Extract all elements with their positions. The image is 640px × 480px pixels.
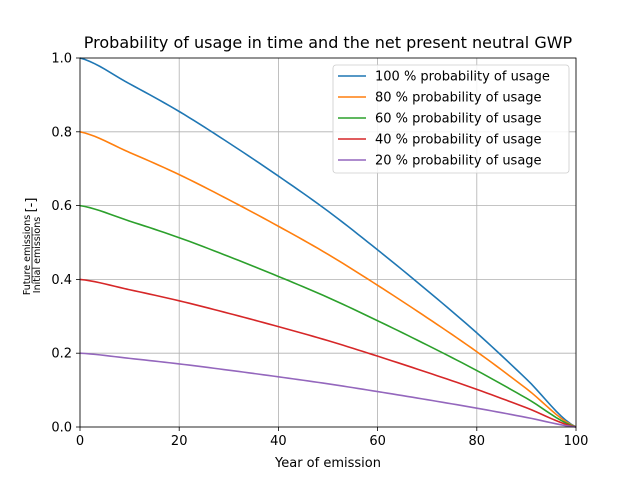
x-tick-label: 60 [369, 434, 386, 449]
legend-label: 60 % probability of usage [375, 112, 542, 127]
x-tick-label: 40 [270, 434, 287, 449]
y-tick-label: 0.4 [51, 273, 72, 288]
y-label-denominator: Initial emissions [32, 217, 43, 293]
legend-box [332, 64, 570, 174]
series-line [79, 204, 577, 428]
x-tick-label: 20 [171, 434, 188, 449]
legend: 100 % probability of usage 80 % probabili… [332, 64, 570, 174]
legend-label: 100 % probability of usage [375, 70, 550, 85]
x-tick-label: 100 [564, 434, 589, 449]
plot-frame [79, 57, 577, 428]
y-label-unit: [-] [24, 198, 39, 213]
y-tick-label: 1.0 [51, 52, 72, 67]
x-tick-label: 0 [76, 434, 84, 449]
x-tick-label: 80 [469, 434, 486, 449]
series-line [79, 131, 577, 428]
legend-label: 40 % probability of usage [375, 133, 542, 148]
legend-label: 80 % probability of usage [375, 91, 542, 106]
x-axis-label: Year of emission [274, 456, 381, 471]
y-label-numerator: Future emissions [22, 215, 33, 295]
y-tick-label: 0.8 [51, 125, 72, 140]
chart-title: Probability of usage in time and the net… [84, 33, 573, 52]
y-tick-label: 0.0 [51, 421, 72, 436]
legend-label: 20 % probability of usage [375, 154, 542, 169]
x-axis: 0 20 40 60 80 100 [76, 427, 589, 449]
series-line [79, 57, 577, 428]
series-line [79, 352, 577, 428]
series-line [79, 278, 577, 428]
y-axis: 0.0 0.2 0.4 0.6 0.8 1.0 [51, 52, 80, 436]
y-axis-label: Future emissions Initial emissions [-] [22, 198, 43, 296]
y-tick-label: 0.2 [51, 347, 72, 362]
series-lines [79, 57, 577, 428]
y-tick-label: 0.6 [51, 199, 72, 214]
